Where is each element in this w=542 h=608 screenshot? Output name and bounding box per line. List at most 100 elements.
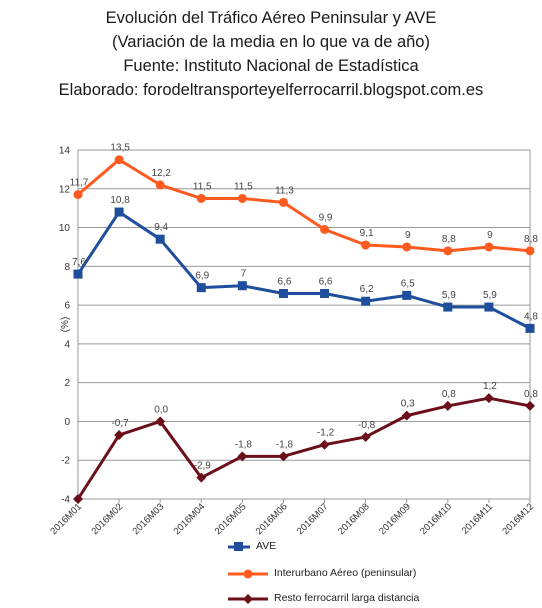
data-point-air	[484, 242, 494, 252]
legend-item-ave: AVE	[228, 538, 528, 556]
y-tick-label: 14	[59, 146, 71, 157]
data-label-ave: 9,4	[154, 222, 168, 233]
data-label-air: 13,5	[110, 143, 130, 154]
x-tick-label: 2016M12	[500, 501, 536, 537]
legend-swatch-ave	[228, 542, 250, 551]
y-tick-label: 0	[64, 417, 70, 428]
data-point-air	[402, 242, 412, 252]
data-point-rail	[73, 494, 83, 504]
data-label-ave: 6,5	[401, 278, 415, 289]
data-label-air: 9,9	[319, 212, 333, 223]
data-point-rail	[278, 451, 289, 462]
series-line-rail	[76, 396, 531, 500]
data-label-rail: -0,7	[111, 418, 129, 429]
data-point-ave	[320, 288, 330, 298]
data-label-ave: 6,6	[278, 276, 292, 287]
data-point-ave	[402, 290, 412, 300]
data-label-ave: 6,2	[360, 284, 374, 295]
data-point-rail	[401, 410, 412, 421]
data-label-rail: 0,8	[524, 389, 538, 400]
legend-item-air: Interurbano Aéreo (peninsular)	[228, 565, 528, 583]
data-label-air: 8,8	[442, 234, 456, 245]
x-tick-label: 2016M06	[254, 501, 290, 537]
x-tick-label: 2016M08	[336, 501, 372, 537]
data-label-air: 11,7	[70, 178, 89, 189]
data-point-air	[237, 193, 247, 203]
x-tick-label: 2016M11	[460, 501, 495, 536]
data-point-rail	[525, 400, 535, 411]
series-line-air	[77, 158, 531, 253]
data-point-air	[196, 193, 206, 203]
data-point-rail	[360, 431, 371, 442]
x-tick-label: 2016M02	[89, 501, 125, 537]
data-point-air	[361, 240, 371, 250]
chart-titles: Evolución del Tráfico Aéreo Peninsular y…	[0, 6, 542, 102]
plot-area	[77, 149, 531, 500]
data-point-ave	[443, 302, 453, 312]
data-point-air	[73, 190, 83, 200]
data-point-ave	[237, 281, 247, 291]
y-tick-label: 6	[64, 301, 70, 312]
data-label-ave: 5,9	[483, 290, 497, 301]
data-label-ave: 4,8	[524, 311, 538, 322]
data-point-ave	[278, 288, 288, 298]
x-tick-label: 2016M01	[48, 501, 84, 537]
data-point-ave	[114, 207, 124, 217]
data-label-rail: -1,8	[235, 439, 253, 450]
series-line-ave	[76, 210, 531, 330]
data-point-rail	[114, 430, 125, 441]
x-tick-label: 2016M10	[418, 501, 454, 537]
data-point-ave	[73, 269, 83, 279]
data-point-air	[320, 224, 330, 234]
data-point-rail	[196, 472, 207, 483]
data-label-air: 11,5	[193, 181, 212, 192]
data-point-air	[155, 180, 165, 190]
y-axis-label: (%)	[60, 317, 71, 333]
data-label-rail: -1,8	[276, 439, 294, 450]
chart-title: Evolución del Tráfico Aéreo Peninsular y…	[105, 9, 437, 27]
chart-author: Elaborado: forodeltransporteyelferrocarr…	[58, 81, 484, 99]
chart-source: Fuente: Instituto Nacional de Estadístic…	[123, 57, 419, 75]
data-label-air: 8,8	[524, 234, 538, 245]
data-point-rail	[155, 416, 166, 427]
data-label-rail: 0,3	[401, 399, 415, 410]
data-label-rail: 0,0	[154, 404, 168, 415]
legend-swatch-air	[228, 569, 268, 579]
data-point-air	[278, 197, 288, 207]
data-point-ave	[196, 283, 206, 293]
y-tick-label: -2	[61, 456, 70, 467]
y-tick-label: 4	[64, 339, 70, 350]
data-label-rail: 0,8	[442, 389, 456, 400]
data-label-air: 9	[405, 230, 411, 241]
y-tick-label: -4	[61, 495, 70, 506]
legend-label-rail: Resto ferrocarril larga distancia	[274, 592, 420, 604]
data-label-ave: 10,8	[110, 195, 130, 206]
y-tick-label: 2	[64, 378, 70, 389]
x-tick-label: 2016M07	[295, 501, 331, 537]
data-label-air: 9,1	[360, 228, 374, 239]
data-point-rail	[483, 393, 494, 404]
data-label-rail: -1,2	[317, 428, 335, 439]
data-label-ave: 5,9	[442, 290, 456, 301]
data-label-ave: 6,9	[195, 271, 209, 282]
y-tick-label: 12	[59, 184, 71, 195]
x-tick-label: 2016M05	[213, 501, 249, 537]
data-point-ave	[525, 323, 535, 333]
data-point-air	[443, 246, 453, 256]
data-label-ave: 7	[241, 269, 247, 280]
x-tick-label: 2016M04	[172, 501, 208, 537]
data-label-ave: 7,6	[72, 257, 86, 268]
legend-label-ave: AVE	[256, 540, 277, 552]
legend-item-rail: Resto ferrocarril larga distancia	[228, 590, 528, 608]
y-tick-label: 8	[64, 262, 70, 273]
chart-subtitle: (Variación de la media en lo que va de a…	[112, 33, 430, 51]
data-label-rail: -0,8	[358, 420, 376, 431]
data-label-air: 11,3	[275, 185, 294, 196]
data-point-rail	[237, 451, 248, 462]
data-point-rail	[319, 439, 330, 450]
data-label-air: 11,5	[234, 181, 253, 192]
data-point-ave	[155, 234, 165, 244]
data-label-rail: 1,2	[483, 381, 497, 392]
data-label-rail: -2,9	[194, 461, 212, 472]
